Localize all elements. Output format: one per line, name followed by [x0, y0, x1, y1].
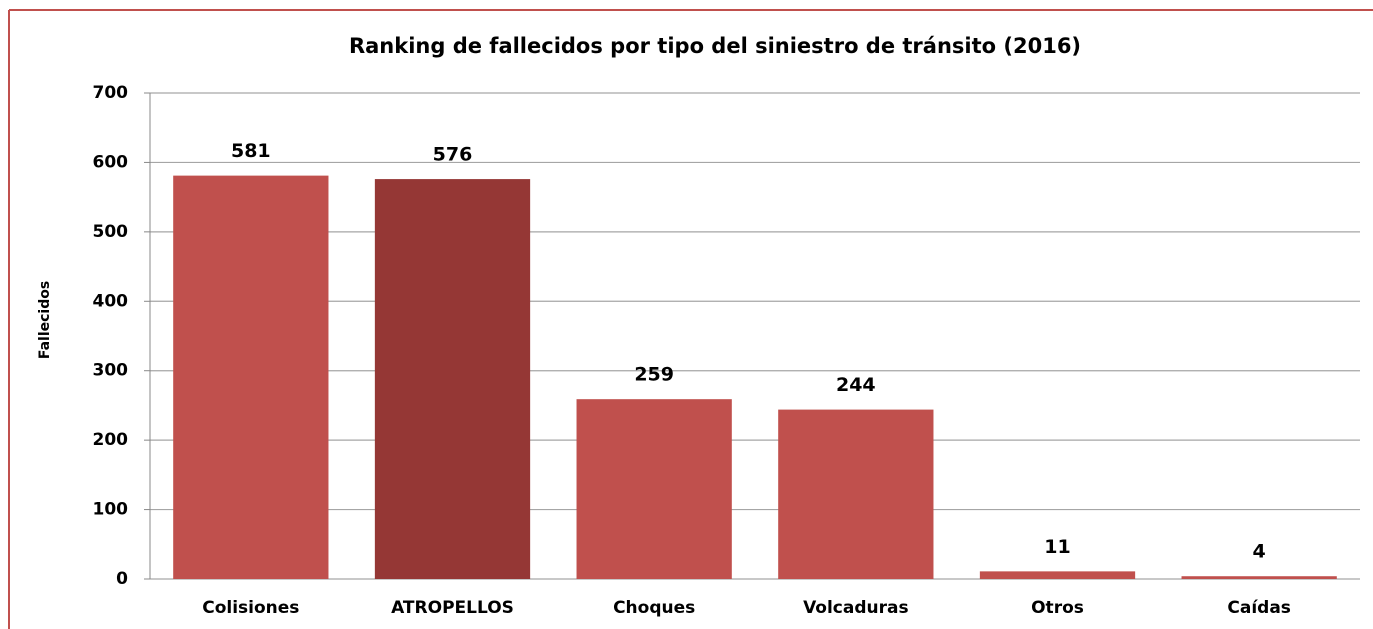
x-tick-label: Caídas: [1227, 598, 1291, 618]
x-tick-label: Colisiones: [202, 598, 299, 618]
data-label: 259: [634, 364, 674, 386]
bar: [1181, 576, 1337, 579]
y-axis-label: Fallecidos: [37, 281, 53, 359]
y-tick-label: 500: [93, 222, 129, 242]
y-tick-label: 400: [93, 291, 129, 311]
x-tick-label: Choques: [613, 598, 695, 618]
bar: [778, 409, 934, 579]
data-label: 576: [433, 144, 473, 166]
data-label: 581: [231, 140, 271, 162]
bar: [576, 399, 732, 579]
y-tick-label: 600: [93, 152, 129, 172]
y-tick-label: 200: [93, 430, 129, 450]
y-tick-label: 300: [93, 361, 129, 381]
y-tick-label: 0: [116, 569, 128, 589]
data-label: 11: [1044, 536, 1070, 558]
bar: [979, 571, 1136, 579]
y-tick-label: 100: [93, 500, 129, 520]
bar: [173, 175, 329, 579]
data-label: 4: [1253, 541, 1266, 563]
x-tick-label: Otros: [1031, 598, 1084, 618]
data-label: 244: [836, 374, 876, 396]
chart-title: Ranking de fallecidos por tipo del sinie…: [349, 34, 1081, 58]
y-tick-label: 700: [93, 83, 129, 103]
x-tick-label: Volcaduras: [803, 598, 909, 618]
bar: [374, 179, 531, 579]
x-tick-label: ATROPELLOS: [391, 598, 514, 618]
